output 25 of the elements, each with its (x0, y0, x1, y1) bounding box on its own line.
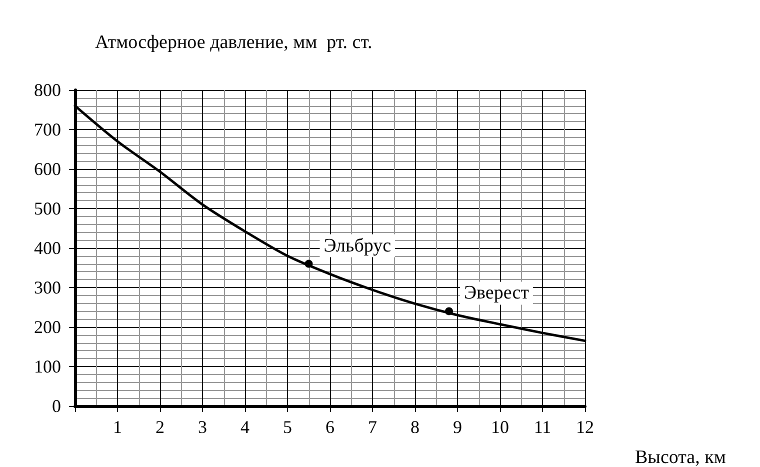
y-tick-label: 500 (34, 198, 61, 218)
y-tick-label: 300 (34, 278, 61, 298)
x-tick-label: 7 (368, 417, 377, 437)
annotation: Эверест (464, 282, 530, 304)
x-tick-label: 11 (534, 417, 552, 437)
x-tick-label: 1 (113, 417, 122, 437)
annotation: Эльбрус (324, 235, 392, 256)
y-tick-label: 700 (34, 120, 61, 140)
x-tick-label: 6 (326, 417, 334, 437)
y-axis-title: Атмосферное давление, мм рт. ст. (95, 32, 372, 53)
y-tick-label: 200 (34, 317, 61, 337)
y-tick-label: 400 (34, 238, 61, 258)
x-tick-label: 3 (198, 417, 207, 437)
y-tick-label: 100 (34, 356, 61, 376)
x-tick-label: 4 (240, 417, 250, 437)
y-tick-label: 800 (34, 80, 61, 100)
x-tick-label: 8 (410, 417, 420, 437)
x-axis-title: Высота, км (635, 447, 726, 467)
x-tick-label: 5 (283, 417, 292, 437)
y-tick-label: 0 (52, 396, 61, 416)
x-tick-label: 10 (491, 417, 509, 437)
x-tick-label: 9 (453, 417, 462, 437)
y-tick-label: 600 (34, 159, 61, 179)
x-tick-label: 12 (576, 417, 594, 437)
x-tick-label: 2 (156, 417, 164, 437)
